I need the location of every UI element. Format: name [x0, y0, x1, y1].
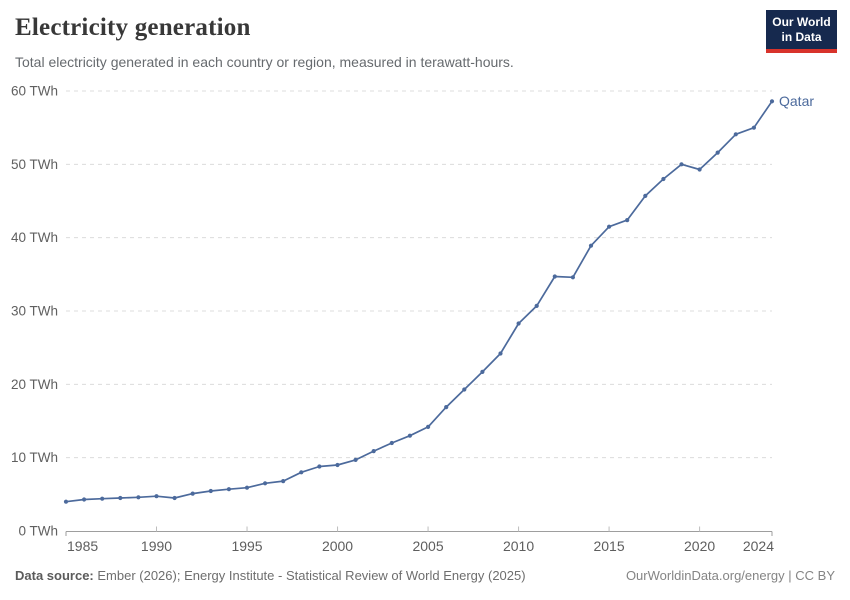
- data-point[interactable]: [679, 162, 684, 167]
- x-axis-tick-label: 2015: [593, 538, 624, 554]
- data-point[interactable]: [661, 176, 666, 182]
- data-point[interactable]: [480, 369, 485, 374]
- data-point[interactable]: [407, 433, 412, 438]
- x-axis-tick-label: 1990: [141, 538, 172, 554]
- data-point[interactable]: [100, 496, 105, 501]
- page-title: Electricity generation: [15, 14, 251, 41]
- series-label-qatar[interactable]: Qatar: [779, 93, 814, 109]
- x-axis-tick-label: 2000: [322, 538, 353, 554]
- y-axis-tick-label: 60 TWh: [11, 84, 58, 99]
- y-axis-tick-label: 10 TWh: [11, 450, 58, 465]
- data-point[interactable]: [769, 99, 775, 104]
- data-point[interactable]: [335, 462, 340, 468]
- data-source-label: Data source:: [15, 568, 94, 583]
- data-point[interactable]: [498, 351, 503, 356]
- data-point[interactable]: [552, 274, 557, 279]
- data-point[interactable]: [208, 488, 213, 494]
- series-line-qatar[interactable]: [65, 100, 773, 503]
- license-link[interactable]: OurWorldinData.org/energy | CC BY: [625, 568, 835, 583]
- x-axis-tick-label: 2010: [503, 538, 534, 554]
- y-axis-tick-label: 20 TWh: [11, 377, 58, 392]
- x-axis-tick-label: 2020: [684, 538, 715, 554]
- data-point[interactable]: [715, 150, 720, 155]
- data-point[interactable]: [371, 449, 376, 454]
- data-point[interactable]: [244, 485, 250, 490]
- data-point[interactable]: [733, 132, 738, 137]
- data-point[interactable]: [263, 481, 268, 486]
- data-point[interactable]: [353, 457, 358, 462]
- x-axis-tick-label: 2024: [743, 538, 774, 554]
- data-point[interactable]: [82, 497, 87, 502]
- data-point[interactable]: [516, 321, 521, 326]
- data-point[interactable]: [118, 495, 123, 501]
- data-point[interactable]: [697, 167, 702, 172]
- data-point[interactable]: [588, 243, 594, 248]
- data-point[interactable]: [299, 470, 304, 475]
- data-source-text[interactable]: Data source: Ember (2026); Energy Instit…: [15, 568, 526, 583]
- y-axis-tick-label: 50 TWh: [11, 157, 58, 172]
- x-axis-tick-label: 2005: [412, 538, 443, 554]
- data-point[interactable]: [426, 424, 431, 429]
- x-axis-tick-label: 1985: [67, 538, 98, 554]
- data-point[interactable]: [751, 125, 757, 130]
- y-axis-tick-label: 30 TWh: [11, 304, 58, 319]
- owid-logo-line1: Our World: [772, 15, 831, 29]
- x-axis-tick-label: 1995: [231, 538, 262, 554]
- y-axis-tick-label: 0 TWh: [18, 524, 58, 539]
- owid-logo-line2: in Data: [781, 30, 822, 44]
- data-point[interactable]: [444, 405, 449, 410]
- line-chart-canvas[interactable]: 0 TWh 10 TWh 20 TWh 30 TWh 40 TWh 50 TWh 60 TW…: [0, 80, 850, 560]
- data-point[interactable]: [136, 495, 141, 500]
- chart-subtitle: Total electricity generated in each coun…: [15, 54, 514, 70]
- data-source-value: Ember (2026); Energy Institute - Statist…: [93, 568, 526, 583]
- data-point[interactable]: [570, 275, 576, 280]
- data-point[interactable]: [63, 499, 69, 504]
- data-point[interactable]: [190, 491, 195, 496]
- y-axis-tick-label: 40 TWh: [11, 230, 58, 245]
- data-point[interactable]: [389, 440, 394, 446]
- chart-footer: Data source: Ember (2026); Energy Instit…: [15, 568, 835, 583]
- data-point[interactable]: [281, 479, 286, 484]
- data-point[interactable]: [625, 218, 630, 223]
- data-point[interactable]: [607, 224, 612, 229]
- data-point[interactable]: [534, 303, 539, 308]
- data-point[interactable]: [643, 193, 648, 198]
- data-point[interactable]: [154, 494, 159, 499]
- data-point[interactable]: [226, 487, 231, 492]
- owid-logo[interactable]: Our World in Data: [766, 10, 837, 53]
- data-point[interactable]: [172, 495, 177, 501]
- data-point[interactable]: [462, 387, 467, 392]
- data-point[interactable]: [317, 464, 322, 469]
